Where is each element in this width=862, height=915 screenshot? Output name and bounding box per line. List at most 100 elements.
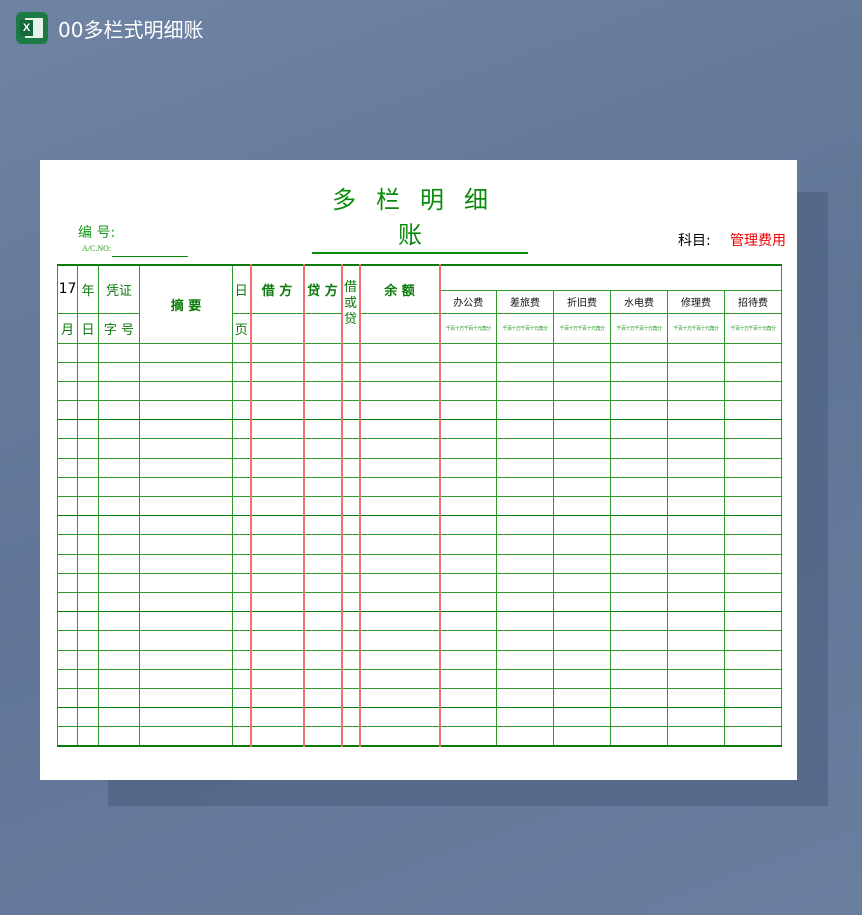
ledger-cell[interactable]	[249, 361, 304, 382]
ledger-cell[interactable]	[358, 342, 441, 363]
ledger-cell[interactable]	[358, 438, 441, 459]
ledger-cell[interactable]	[232, 476, 251, 498]
ledger-cell[interactable]	[139, 400, 233, 421]
ledger-cell[interactable]	[77, 476, 99, 498]
ledger-cell[interactable]	[232, 380, 251, 402]
ledger-cell[interactable]	[302, 668, 342, 689]
ledger-cell[interactable]	[232, 438, 251, 459]
ledger-cell[interactable]	[57, 495, 78, 517]
ledger-cell[interactable]	[340, 380, 360, 402]
ledger-cell[interactable]	[57, 687, 78, 709]
ledger-cell[interactable]	[724, 707, 782, 728]
ledger-cell[interactable]	[496, 630, 554, 651]
ledger-cell[interactable]	[302, 342, 342, 363]
ledger-cell[interactable]	[724, 495, 782, 517]
ledger-cell[interactable]	[232, 726, 251, 747]
ledger-cell[interactable]	[249, 668, 304, 689]
ledger-cell[interactable]	[358, 687, 441, 709]
ledger-cell[interactable]	[302, 400, 342, 421]
ledger-cell[interactable]	[57, 668, 78, 689]
ledger-cell[interactable]	[77, 342, 99, 363]
ledger-cell[interactable]	[724, 726, 782, 747]
ledger-cell[interactable]	[302, 380, 342, 402]
ledger-cell[interactable]	[610, 419, 668, 440]
ledger-cell[interactable]	[610, 400, 668, 421]
ledger-cell[interactable]	[302, 630, 342, 651]
ledger-cell[interactable]	[496, 457, 554, 478]
ledger-cell[interactable]	[724, 361, 782, 382]
ledger-cell[interactable]	[232, 630, 251, 651]
ledger-cell[interactable]	[302, 553, 342, 574]
ledger-cell[interactable]	[610, 668, 668, 689]
ledger-cell[interactable]	[139, 591, 233, 613]
ledger-cell[interactable]	[57, 361, 78, 382]
ledger-cell[interactable]	[232, 419, 251, 440]
ledger-cell[interactable]	[249, 495, 304, 517]
ledger-cell[interactable]	[98, 361, 140, 382]
ledger-cell[interactable]	[439, 400, 497, 421]
ledger-cell[interactable]	[98, 457, 140, 478]
ledger-cell[interactable]	[98, 687, 140, 709]
ledger-cell[interactable]	[57, 400, 78, 421]
ledger-cell[interactable]	[249, 726, 304, 747]
ledger-cell[interactable]	[610, 380, 668, 402]
ledger-cell[interactable]	[232, 495, 251, 517]
ledger-cell[interactable]	[249, 687, 304, 709]
ledger-cell[interactable]	[302, 361, 342, 382]
ledger-cell[interactable]	[610, 611, 668, 632]
ledger-cell[interactable]	[496, 342, 554, 363]
ledger-cell[interactable]	[340, 572, 360, 593]
ledger-cell[interactable]	[98, 591, 140, 613]
ledger-cell[interactable]	[98, 553, 140, 574]
ledger-cell[interactable]	[553, 495, 611, 517]
ledger-cell[interactable]	[667, 515, 725, 536]
ledger-cell[interactable]	[139, 515, 233, 536]
ledger-cell[interactable]	[340, 476, 360, 498]
ledger-cell[interactable]	[139, 361, 233, 382]
ledger-cell[interactable]	[77, 707, 99, 728]
ledger-cell[interactable]	[439, 553, 497, 574]
ledger-cell[interactable]	[57, 611, 78, 632]
ledger-cell[interactable]	[496, 534, 554, 555]
ledger-cell[interactable]	[77, 687, 99, 709]
ledger-cell[interactable]	[553, 534, 611, 555]
ledger-cell[interactable]	[496, 495, 554, 517]
ledger-cell[interactable]	[302, 457, 342, 478]
ledger-cell[interactable]	[139, 553, 233, 574]
ledger-cell[interactable]	[98, 572, 140, 593]
ledger-cell[interactable]	[232, 361, 251, 382]
ledger-cell[interactable]	[496, 591, 554, 613]
ledger-cell[interactable]	[724, 438, 782, 459]
ledger-cell[interactable]	[724, 400, 782, 421]
ledger-cell[interactable]	[553, 476, 611, 498]
ledger-cell[interactable]	[358, 419, 441, 440]
ledger-cell[interactable]	[98, 495, 140, 517]
ledger-cell[interactable]	[496, 726, 554, 747]
ledger-cell[interactable]	[232, 457, 251, 478]
ledger-cell[interactable]	[439, 591, 497, 613]
ledger-cell[interactable]	[496, 438, 554, 459]
ledger-cell[interactable]	[340, 707, 360, 728]
ledger-cell[interactable]	[232, 591, 251, 613]
ledger-cell[interactable]	[724, 342, 782, 363]
ledger-cell[interactable]	[667, 553, 725, 574]
ledger-cell[interactable]	[98, 342, 140, 363]
ledger-cell[interactable]	[496, 649, 554, 670]
ledger-cell[interactable]	[139, 649, 233, 670]
ledger-cell[interactable]	[232, 649, 251, 670]
ledger-cell[interactable]	[610, 457, 668, 478]
ledger-cell[interactable]	[57, 380, 78, 402]
ledger-cell[interactable]	[139, 438, 233, 459]
ledger-cell[interactable]	[724, 649, 782, 670]
ledger-cell[interactable]	[340, 361, 360, 382]
ledger-cell[interactable]	[249, 649, 304, 670]
ledger-cell[interactable]	[439, 726, 497, 747]
ledger-cell[interactable]	[139, 495, 233, 517]
ledger-cell[interactable]	[302, 419, 342, 440]
ledger-cell[interactable]	[724, 572, 782, 593]
ledger-cell[interactable]	[340, 726, 360, 747]
ledger-cell[interactable]	[667, 687, 725, 709]
ledger-cell[interactable]	[610, 553, 668, 574]
ledger-cell[interactable]	[610, 515, 668, 536]
ledger-cell[interactable]	[139, 687, 233, 709]
